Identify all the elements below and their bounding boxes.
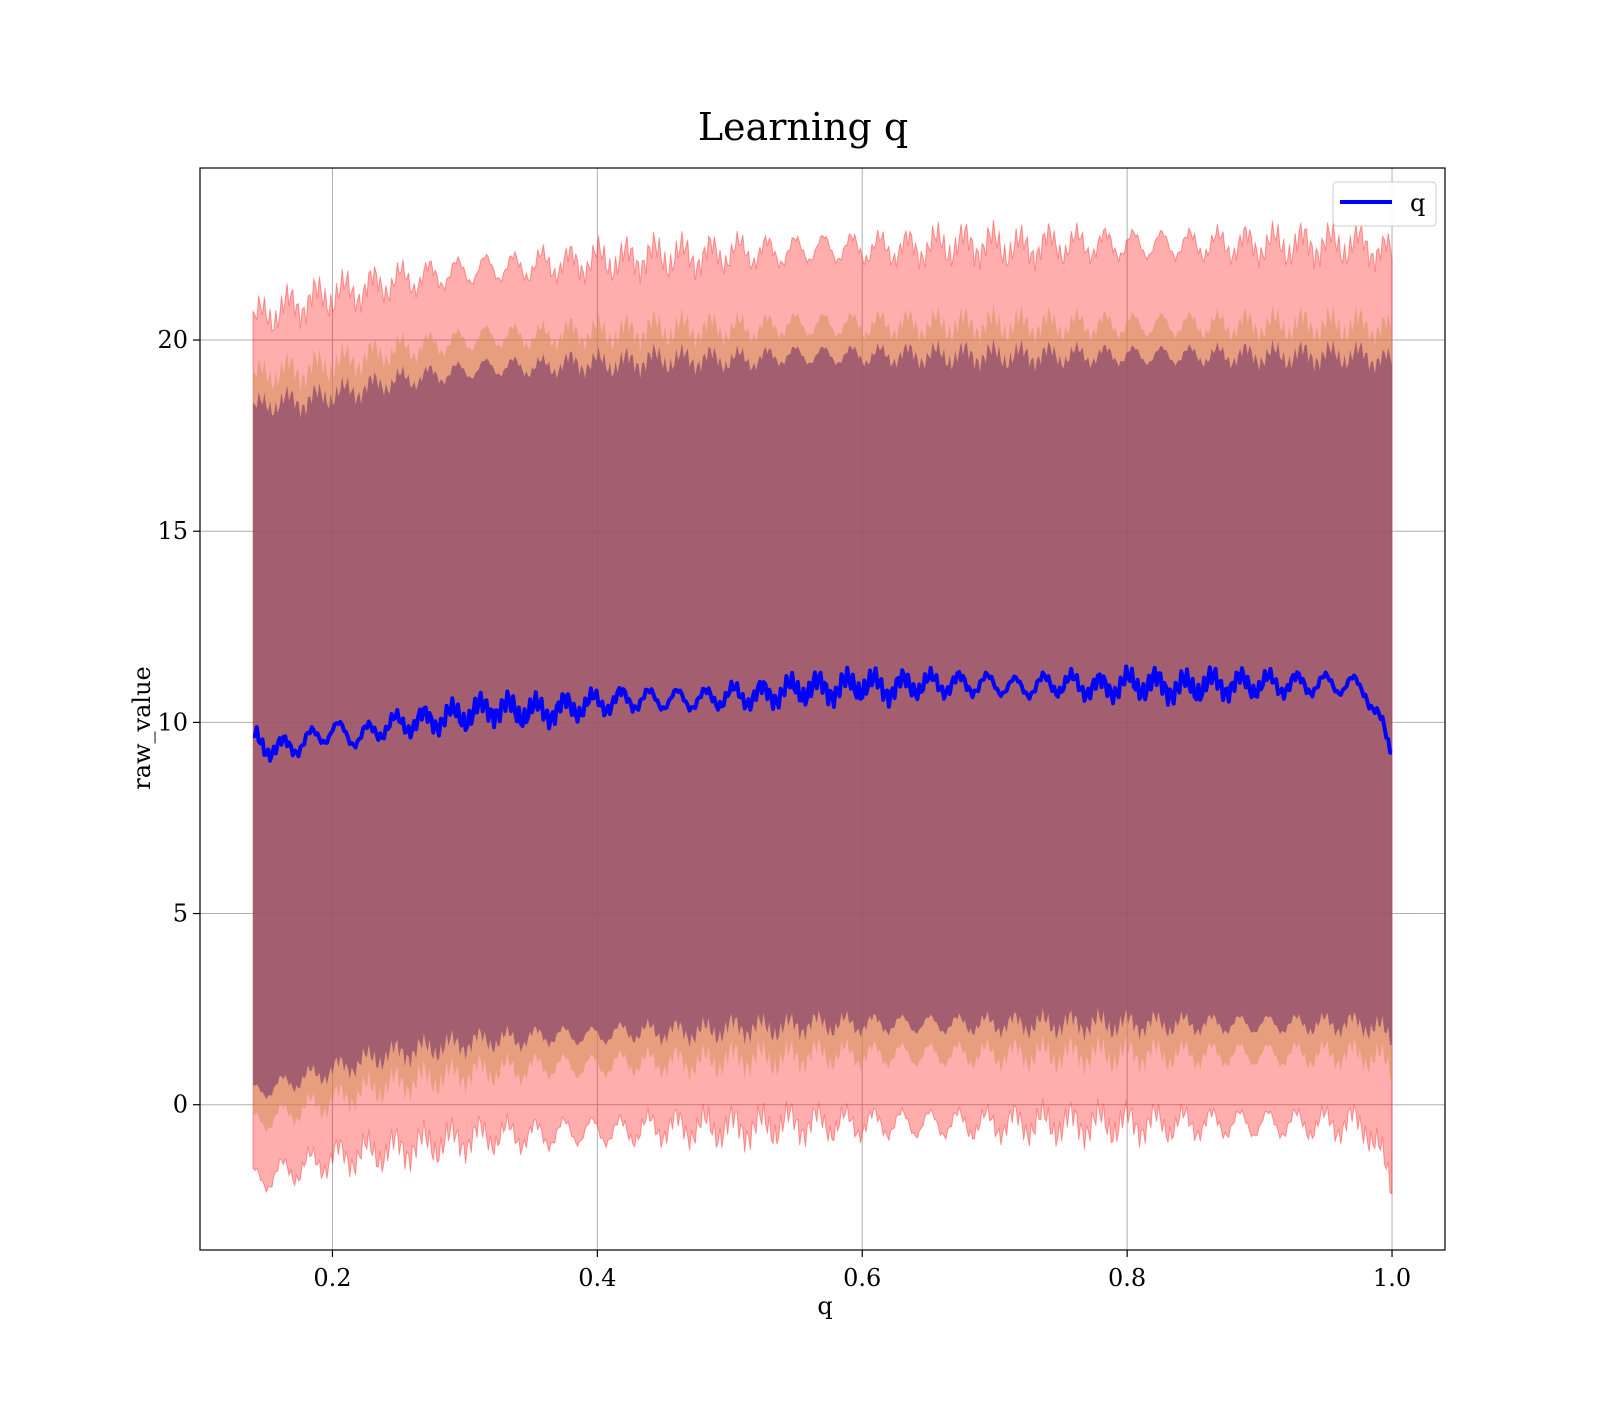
y-tick-label-3: 15 [157, 517, 188, 545]
x-axis-label: q [817, 1292, 832, 1320]
y-tick-label-0: 0 [173, 1091, 188, 1119]
inner-band [253, 338, 1392, 1100]
y-tick-label-1: 5 [173, 900, 188, 928]
series-line-layer [252, 664, 1393, 763]
x-axis-ticks: 0.2 0.4 0.6 0.8 1.0 [313, 1250, 1411, 1292]
chart-title: Learning q [698, 105, 908, 149]
x-tick-label-1: 0.4 [578, 1264, 616, 1292]
plot-frame [199, 167, 1446, 1251]
x-tick-label-0: 0.2 [313, 1264, 351, 1292]
y-axis-label: raw_value [128, 666, 156, 790]
x-tick-label-2: 0.6 [843, 1264, 881, 1292]
y-axis-ticks: 0 5 10 15 20 [157, 326, 200, 1119]
legend-label: q [1410, 189, 1425, 217]
confidence-bands [252, 219, 1393, 1194]
x-tick-label-3: 0.8 [1108, 1264, 1146, 1292]
series-line-q [252, 664, 1393, 763]
x-tick-label-4: 1.0 [1373, 1264, 1411, 1292]
legend: q [1332, 181, 1437, 227]
y-tick-label-4: 20 [157, 326, 188, 354]
y-tick-label-2: 10 [157, 708, 188, 736]
